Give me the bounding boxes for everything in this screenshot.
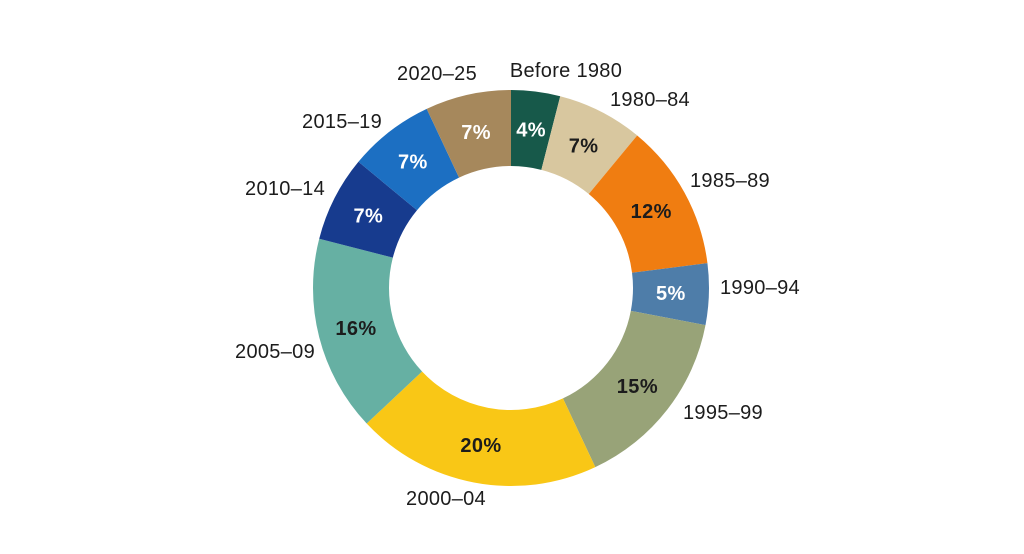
segment-category-label-1980-84: 1980–84 — [610, 89, 690, 111]
segment-value-label-1985-89: 12% — [631, 201, 672, 223]
donut-segment-2005-09 — [312, 238, 423, 424]
segment-value-label-1980-84: 7% — [569, 135, 599, 157]
donut-segment-2020-25 — [426, 90, 511, 178]
segment-category-label-2015-19: 2015–19 — [302, 111, 382, 133]
donut-segment-1985-89 — [588, 135, 708, 273]
segment-value-label-2020-25: 7% — [461, 122, 491, 144]
segment-value-label-2005-09: 16% — [335, 318, 376, 340]
donut-segment-2010-14 — [319, 161, 417, 258]
segment-value-label-before-1980: 4% — [516, 119, 546, 141]
donut-segment-1980-84 — [541, 96, 638, 194]
segment-category-label-2000-04: 2000–04 — [406, 488, 486, 510]
donut-segment-2015-19 — [358, 108, 460, 211]
donut-segment-1990-94 — [630, 263, 709, 326]
segment-category-label-2005-09: 2005–09 — [235, 341, 315, 363]
segment-category-label-1995-99: 1995–99 — [683, 402, 763, 424]
segment-category-label-1985-89: 1985–89 — [690, 170, 770, 192]
segment-category-label-2020-25: 2020–25 — [397, 63, 477, 85]
segment-value-label-2010-14: 7% — [354, 205, 384, 227]
donut-segment-1995-99 — [562, 310, 706, 468]
segment-category-label-2010-14: 2010–14 — [245, 178, 325, 200]
segment-category-label-before-1980: Before 1980 — [510, 60, 622, 82]
segment-value-label-2000-04: 20% — [460, 435, 501, 457]
segment-value-label-1990-94: 5% — [656, 283, 686, 305]
segment-value-label-2015-19: 7% — [398, 152, 428, 174]
segment-value-label-1995-99: 15% — [617, 376, 658, 398]
donut-segment-before-1980 — [511, 90, 561, 170]
donut-segment-2000-04 — [366, 371, 596, 487]
segment-category-label-1990-94: 1990–94 — [720, 277, 800, 299]
